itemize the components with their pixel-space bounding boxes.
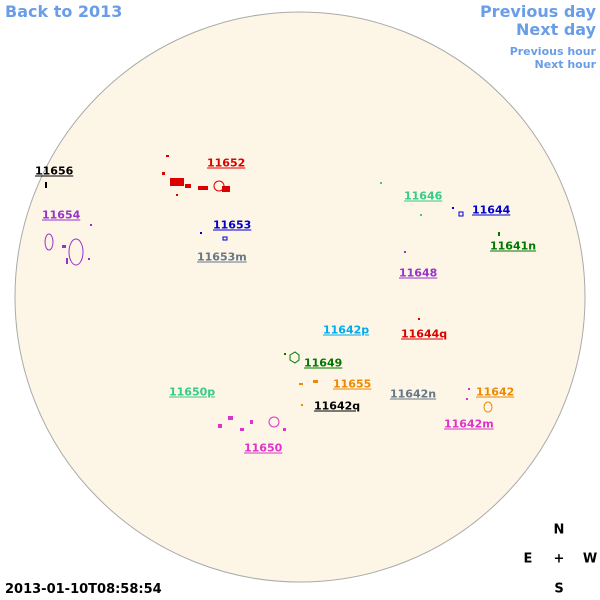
- region-label[interactable]: 11653m: [197, 250, 247, 264]
- region-label[interactable]: 11655: [333, 377, 372, 391]
- previous-hour-link[interactable]: Previous hour: [509, 45, 596, 58]
- region-label[interactable]: 11650p: [169, 385, 216, 399]
- region-label[interactable]: 11642p: [323, 323, 370, 337]
- compass-west: W: [582, 551, 598, 567]
- region-label[interactable]: 11644: [472, 203, 511, 217]
- region-label[interactable]: 11649: [304, 356, 343, 370]
- timestamp: 2013-01-10T08:58:54: [5, 582, 162, 597]
- region-label[interactable]: 11642: [476, 385, 515, 399]
- region-label[interactable]: 11654: [42, 208, 81, 222]
- compass-center: +: [553, 551, 565, 567]
- region-label[interactable]: 11650: [244, 441, 283, 455]
- next-day-link[interactable]: Next day: [516, 20, 596, 39]
- region-label[interactable]: 11641n: [490, 239, 537, 253]
- compass-north: N: [553, 522, 565, 538]
- next-hour-link[interactable]: Next hour: [534, 58, 597, 71]
- previous-day-link[interactable]: Previous day: [479, 2, 596, 21]
- region-label[interactable]: 11653: [213, 218, 252, 232]
- region-label[interactable]: 11642n: [390, 387, 437, 401]
- region-label[interactable]: 11656: [35, 164, 74, 178]
- sunspots: [44, 155, 500, 431]
- region-label[interactable]: 11646: [404, 189, 443, 203]
- region-label[interactable]: 11644q: [401, 327, 448, 341]
- solar-disk: [14, 11, 586, 583]
- region-label[interactable]: 11642m: [444, 417, 494, 431]
- region-label[interactable]: 11642q: [314, 399, 361, 413]
- compass-south: S: [554, 581, 564, 597]
- region-label[interactable]: 11652: [207, 156, 246, 170]
- compass-east: E: [523, 551, 533, 567]
- back-link[interactable]: Back to 2013: [5, 2, 123, 21]
- region-label[interactable]: 11648: [399, 266, 438, 280]
